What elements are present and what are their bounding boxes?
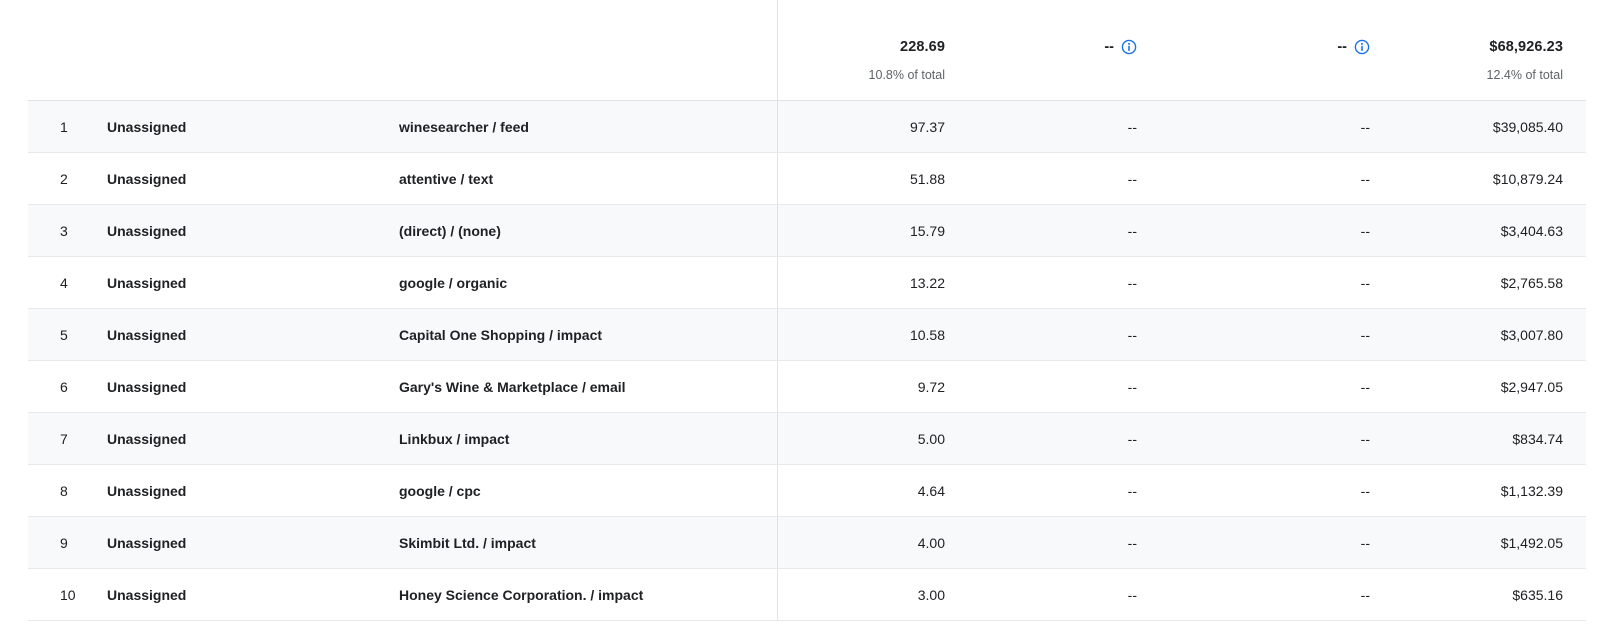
totals-metric4-value: $68,926.23 [1489,39,1563,55]
row-metric2: -- [961,152,1153,205]
row-metric1: 97.37 [776,100,961,153]
row-metric2: -- [961,516,1153,569]
row-rank: 6 [28,360,88,413]
row-source-medium: attentive / text [370,152,777,205]
table-row: 4 Unassigned google / organic 13.22 -- -… [28,256,1586,309]
analytics-data-table: 228.69 10.8% of total -- -- [28,0,1586,621]
totals-metric1-value: 228.69 [900,39,945,55]
row-metric2: -- [961,464,1153,517]
totals-metric3-cell: -- [1153,0,1386,101]
row-metric2: -- [961,100,1153,153]
table-body: 1 Unassigned winesearcher / feed 97.37 -… [28,100,1586,621]
row-metric3: -- [1153,204,1386,257]
totals-header-row: 228.69 10.8% of total -- -- [28,0,1586,101]
info-icon[interactable] [1121,39,1137,55]
totals-metric2-cell: -- [961,0,1153,101]
row-metric3: -- [1153,412,1386,465]
totals-metric4-share: 12.4% of total [1486,68,1563,82]
row-metric3: -- [1153,360,1386,413]
table-row: 7 Unassigned Linkbux / impact 5.00 -- --… [28,412,1586,465]
row-channel-group: Unassigned [88,308,370,361]
row-rank: 7 [28,412,88,465]
row-metric4: $1,492.05 [1386,516,1586,569]
row-rank: 2 [28,152,88,205]
row-channel-group: Unassigned [88,204,370,257]
row-metric4: $10,879.24 [1386,152,1586,205]
totals-rank-spacer [28,0,88,101]
row-metric1: 9.72 [776,360,961,413]
row-metric2: -- [961,204,1153,257]
row-metric4: $834.74 [1386,412,1586,465]
row-rank: 3 [28,204,88,257]
row-metric2: -- [961,256,1153,309]
row-rank: 1 [28,100,88,153]
row-source-medium: Gary's Wine & Marketplace / email [370,360,777,413]
row-source-medium: Honey Science Corporation. / impact [370,568,777,621]
row-metric3: -- [1153,100,1386,153]
row-source-medium: winesearcher / feed [370,100,777,153]
row-rank: 4 [28,256,88,309]
row-source-medium: google / cpc [370,464,777,517]
row-metric2: -- [961,308,1153,361]
totals-channel-spacer [88,0,370,101]
row-metric3: -- [1153,256,1386,309]
row-metric4: $1,132.39 [1386,464,1586,517]
row-metric3: -- [1153,152,1386,205]
row-rank: 9 [28,516,88,569]
table-row: 9 Unassigned Skimbit Ltd. / impact 4.00 … [28,516,1586,569]
totals-metric1-cell: 228.69 10.8% of total [776,0,961,101]
row-metric1: 3.00 [776,568,961,621]
row-metric3: -- [1153,464,1386,517]
table-row: 8 Unassigned google / cpc 4.64 -- -- $1,… [28,464,1586,517]
row-metric4: $3,007.80 [1386,308,1586,361]
row-rank: 8 [28,464,88,517]
row-metric1: 4.00 [776,516,961,569]
row-metric1: 15.79 [776,204,961,257]
table-row: 2 Unassigned attentive / text 51.88 -- -… [28,152,1586,205]
row-metric2: -- [961,568,1153,621]
row-metric4: $3,404.63 [1386,204,1586,257]
row-metric2: -- [961,412,1153,465]
row-source-medium: Skimbit Ltd. / impact [370,516,777,569]
row-metric4: $635.16 [1386,568,1586,621]
row-channel-group: Unassigned [88,568,370,621]
row-source-medium: (direct) / (none) [370,204,777,257]
row-source-medium: Linkbux / impact [370,412,777,465]
row-channel-group: Unassigned [88,464,370,517]
totals-metric2-value: -- [1104,39,1114,55]
row-channel-group: Unassigned [88,100,370,153]
row-metric1: 5.00 [776,412,961,465]
row-channel-group: Unassigned [88,360,370,413]
table-row: 10 Unassigned Honey Science Corporation.… [28,568,1586,621]
row-channel-group: Unassigned [88,516,370,569]
table-row: 1 Unassigned winesearcher / feed 97.37 -… [28,100,1586,153]
row-metric2: -- [961,360,1153,413]
row-metric1: 13.22 [776,256,961,309]
row-channel-group: Unassigned [88,152,370,205]
table-row: 5 Unassigned Capital One Shopping / impa… [28,308,1586,361]
row-metric4: $39,085.40 [1386,100,1586,153]
row-channel-group: Unassigned [88,256,370,309]
row-source-medium: google / organic [370,256,777,309]
totals-metric1-share: 10.8% of total [868,68,945,82]
row-rank: 5 [28,308,88,361]
row-metric3: -- [1153,516,1386,569]
row-metric1: 4.64 [776,464,961,517]
row-metric4: $2,765.58 [1386,256,1586,309]
table-row: 6 Unassigned Gary's Wine & Marketplace /… [28,360,1586,413]
row-metric4: $2,947.05 [1386,360,1586,413]
row-rank: 10 [28,568,88,621]
totals-source-spacer [370,0,777,101]
totals-metric4-cell: $68,926.23 12.4% of total [1386,0,1586,101]
row-channel-group: Unassigned [88,412,370,465]
table-row: 3 Unassigned (direct) / (none) 15.79 -- … [28,204,1586,257]
info-icon[interactable] [1354,39,1370,55]
row-metric3: -- [1153,308,1386,361]
row-metric3: -- [1153,568,1386,621]
row-metric1: 51.88 [776,152,961,205]
row-metric1: 10.58 [776,308,961,361]
totals-metric3-value: -- [1337,39,1347,55]
row-source-medium: Capital One Shopping / impact [370,308,777,361]
